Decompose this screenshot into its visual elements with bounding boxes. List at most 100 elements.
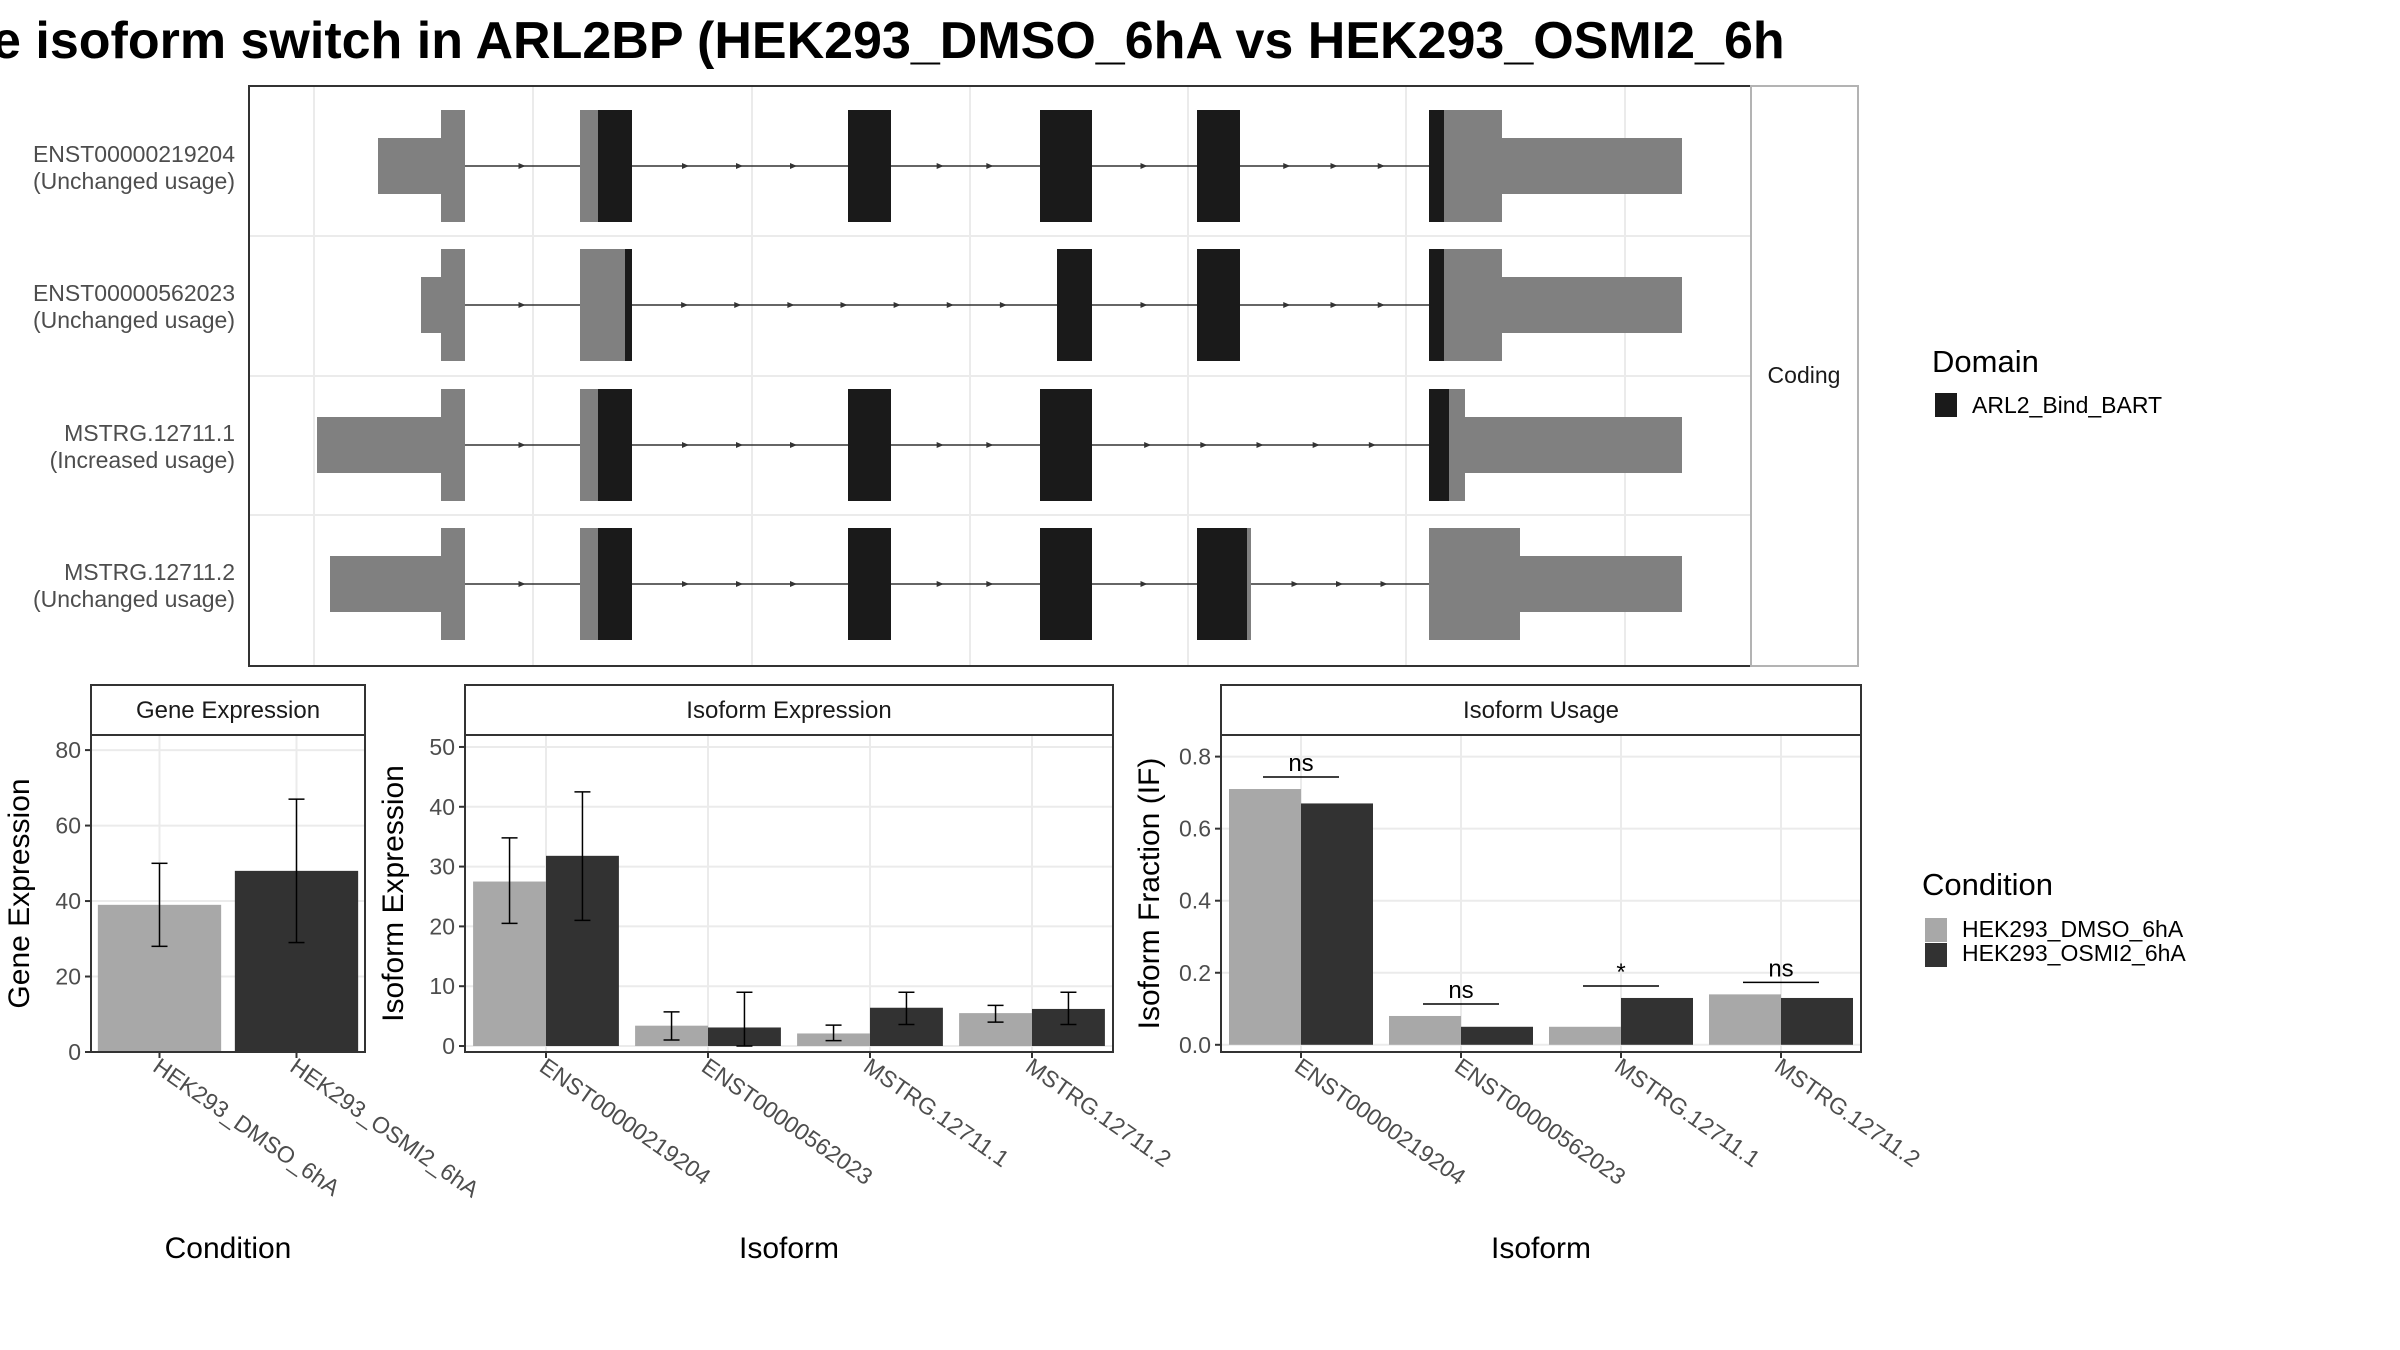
intron-arrow	[518, 163, 526, 169]
utr-segment	[1465, 417, 1682, 473]
condition-legend-title: Condition	[1922, 867, 2053, 902]
intron-arrow	[1140, 163, 1148, 169]
bar	[1621, 997, 1693, 1045]
intron-arrow	[946, 302, 954, 308]
domain-segment	[848, 528, 891, 640]
x-tick-label: MSTRG.12711.2	[1770, 1053, 1925, 1172]
structure-strip	[1750, 85, 1859, 667]
intron-arrow	[1330, 163, 1338, 169]
domain-segment	[1429, 110, 1444, 222]
intron-arrow	[734, 302, 742, 308]
y-tick-label: 0	[442, 1033, 455, 1059]
panel-isoform-expression: Isoform Expression 0 10 20 30 40 50 ENST0000021…	[377, 684, 1176, 1265]
x-axis-label: Isoform	[739, 1232, 839, 1265]
intron-arrow	[1377, 163, 1385, 169]
y-tick-label: 0.8	[1179, 744, 1211, 770]
utr-segment	[441, 528, 465, 640]
y-tick-label: 0.2	[1179, 960, 1211, 986]
panel-strip-label: Gene Expression	[136, 697, 320, 724]
bar	[1709, 994, 1781, 1045]
intron-arrow	[1283, 302, 1291, 308]
domain-segment	[1197, 110, 1240, 222]
domain-segment	[848, 389, 891, 501]
transcript-id-label: ENST00000219204	[33, 141, 235, 167]
transcript-status-label: (Unchanged usage)	[33, 168, 235, 194]
y-tick-label: 80	[55, 737, 81, 763]
intron-arrow	[999, 302, 1007, 308]
y-tick-label: 50	[429, 734, 455, 760]
intron-arrow	[1380, 581, 1388, 587]
intron-arrow	[986, 442, 994, 448]
domain-segment	[598, 110, 632, 222]
panel-strip-label: Isoform Expression	[686, 697, 891, 724]
intron-arrow	[986, 581, 994, 587]
condition-legend: Condition HEK293_DMSO_6hA HEK293_OSMI2_6…	[1922, 867, 2186, 967]
condition-legend-key-1	[1925, 918, 1947, 942]
intron-arrow	[840, 302, 848, 308]
utr-segment	[1502, 277, 1682, 333]
condition-legend-label-2: HEK293_OSMI2_6hA	[1962, 940, 2186, 966]
significance-label: ns	[1288, 750, 1313, 777]
domain-legend-key	[1935, 393, 1957, 417]
domain-segment	[1040, 110, 1092, 222]
bar	[1301, 803, 1373, 1045]
coding-segment	[580, 249, 625, 361]
x-tick-label: ENST00000562023	[697, 1053, 877, 1190]
bar	[1461, 1026, 1533, 1045]
panel-border	[1220, 734, 1862, 1053]
intron-arrow	[518, 581, 526, 587]
bar	[1389, 1015, 1461, 1045]
bar	[1781, 997, 1853, 1045]
utr-segment	[317, 417, 441, 473]
coding-segment	[580, 110, 598, 222]
domain-segment	[1429, 249, 1444, 361]
y-axis-label: Isoform Fraction (IF)	[1133, 758, 1166, 1030]
utr-segment	[441, 389, 465, 501]
y-tick-label: 20	[429, 913, 455, 939]
significance-label: ns	[1768, 955, 1793, 982]
bar	[1549, 1026, 1621, 1045]
domain-legend: Domain ARL2_Bind_BART	[1932, 344, 2162, 418]
transcript-status-label: (Unchanged usage)	[33, 586, 235, 612]
expression-panels: Gene Expression020406080HEK293_DMSO_6hAH…	[3, 684, 1925, 1265]
x-tick-label: MSTRG.12711.1	[859, 1053, 1014, 1172]
domain-segment	[848, 110, 891, 222]
intron-arrow	[1144, 442, 1152, 448]
condition-legend-key-2	[1925, 943, 1947, 967]
structure-panel: ENST00000219204(Unchanged usage)ENST0000…	[33, 85, 1859, 667]
domain-segment	[1429, 389, 1449, 501]
intron-arrow	[1140, 302, 1148, 308]
intron-arrow	[736, 163, 743, 169]
transcript-id-label: ENST00000562023	[33, 280, 235, 306]
domain-segment	[1057, 249, 1092, 361]
intron-arrow	[893, 302, 901, 308]
significance-label: ns	[1448, 977, 1473, 1004]
intron-arrow	[1256, 442, 1264, 448]
intron-arrow	[986, 163, 994, 169]
y-tick-label: 0	[68, 1039, 81, 1065]
structure-strip-label: Coding	[1768, 362, 1841, 388]
panel-strip-label: Isoform Usage	[1463, 697, 1619, 724]
utr-segment	[1449, 389, 1465, 501]
significance-label: *	[1616, 959, 1625, 986]
utr-segment	[1502, 138, 1682, 194]
intron-arrow	[736, 581, 743, 587]
intron-arrow	[936, 442, 944, 448]
intron-arrow	[1291, 581, 1299, 587]
intron-arrow	[1330, 302, 1338, 308]
intron-arrow	[1336, 581, 1343, 587]
intron-arrow	[736, 442, 743, 448]
y-tick-label: 0.0	[1179, 1032, 1211, 1058]
x-tick-label: MSTRG.12711.1	[1610, 1053, 1765, 1172]
domain-segment	[1197, 528, 1247, 640]
y-tick-label: 30	[429, 854, 455, 880]
panel-isoform-usage: Isoform Usage 0.0 0.2 0.4 0.6 0.8 ns ns * ns ENST0…	[1133, 684, 1925, 1265]
intron-arrow	[1200, 442, 1208, 448]
y-tick-label: 40	[55, 888, 81, 914]
y-tick-label: 0.6	[1179, 816, 1211, 842]
intron-arrow	[518, 442, 526, 448]
intron-arrow	[936, 581, 944, 587]
panel-strip	[90, 684, 366, 736]
figure-title: e isoform switch in ARL2BP (HEK293_DMSO_…	[0, 12, 1785, 70]
